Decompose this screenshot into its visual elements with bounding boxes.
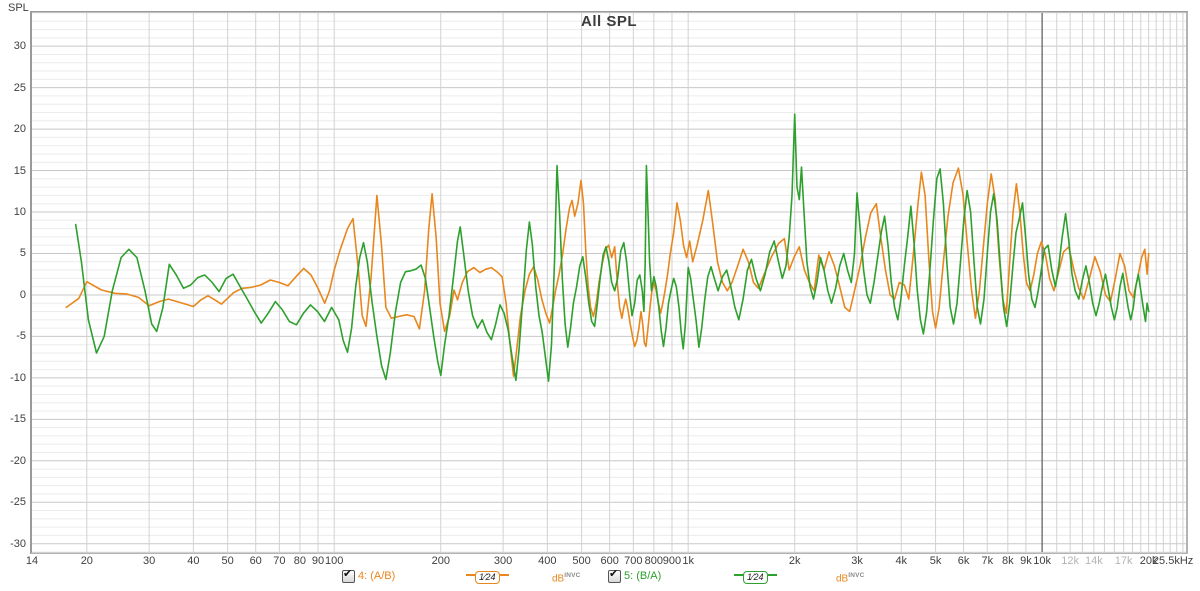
- y-axis-title: SPL: [8, 2, 29, 14]
- y-tick-label: 15: [13, 164, 26, 177]
- x-tick-label: 9k: [1020, 555, 1032, 567]
- x-tick-label: 14k: [1084, 555, 1103, 567]
- x-tick-label: 30: [143, 555, 156, 567]
- chart-title: All SPL: [580, 13, 637, 30]
- trace4-smoothing-control[interactable]: 1⁄24: [466, 571, 509, 584]
- trace5-line-sample: [767, 574, 777, 576]
- x-tick-label: 700: [624, 555, 643, 567]
- y-tick-label: 0: [19, 288, 26, 301]
- x-tick-label: 200: [431, 555, 450, 567]
- x-tick-label: 8k: [1001, 555, 1014, 567]
- legend-bar: ✔ 4: (A/B) 1⁄24 dBINVC ✔ 5: (B/A) 1⁄24 d…: [0, 568, 1200, 590]
- x-tick-label: 40: [187, 555, 200, 567]
- y-tick-label: 30: [13, 40, 26, 53]
- y-tick-label: -20: [10, 454, 26, 467]
- trace-5-ba: [74, 113, 1150, 383]
- x-tick-label: 7k: [981, 555, 994, 567]
- checkbox-check-icon: ✔: [343, 568, 353, 580]
- x-tick-label: 4k: [895, 555, 908, 567]
- x-tick-label: 17k: [1114, 555, 1133, 567]
- trace4-legend-label[interactable]: 4: (A/B): [358, 570, 396, 582]
- trace4-line-sample: [499, 574, 509, 576]
- y-tick-label: 10: [13, 206, 26, 218]
- x-tick-label: 20k: [1139, 555, 1158, 567]
- trace4-smoothing-value: 1⁄24: [475, 571, 500, 584]
- x-tick-label: 70: [273, 555, 286, 567]
- x-tick-label: 2k: [788, 555, 801, 567]
- checkbox-check-icon: ✔: [609, 568, 619, 580]
- y-tick-label: -15: [10, 413, 26, 426]
- x-tick-label: 500: [572, 555, 591, 567]
- x-tick-label: 12k: [1061, 555, 1079, 567]
- x-tick-label: 400: [538, 555, 557, 567]
- y-tick-label: 5: [19, 247, 26, 260]
- trace5-line-sample: [734, 574, 743, 576]
- x-tick-label: 50: [221, 555, 234, 567]
- x-tick-label: 1k: [682, 555, 694, 567]
- x-tick-label: 14: [25, 555, 39, 567]
- x-tick-label: 900: [662, 555, 682, 567]
- trace4-line-sample: [466, 574, 475, 576]
- x-tick-label: 6k: [957, 555, 970, 567]
- x-tick-label: 80: [293, 555, 307, 567]
- x-tick-label: 5k: [929, 555, 942, 567]
- trace4-visibility-checkbox[interactable]: ✔: [342, 568, 355, 583]
- x-tick-label: 90: [311, 555, 325, 567]
- y-tick-label: -30: [10, 537, 26, 550]
- x-tick-label: 25.5kHz: [1152, 555, 1194, 567]
- y-tick-label: 25: [13, 81, 26, 94]
- trace5-smoothing-control[interactable]: 1⁄24: [734, 571, 777, 584]
- trace5-smoothing-value: 1⁄24: [743, 571, 768, 584]
- y-tick-label: 20: [13, 123, 26, 136]
- plot-area: [30, 11, 1188, 554]
- trace5-unit-label: dBINVC: [836, 572, 865, 585]
- x-tick-label: 3k: [851, 555, 863, 567]
- x-tick-label: 10k: [1033, 555, 1051, 567]
- x-tick-label: 60: [249, 555, 262, 567]
- x-tick-label: 800: [644, 555, 664, 567]
- y-tick-label: -5: [16, 330, 26, 343]
- x-tick-label: 20: [80, 555, 93, 567]
- y-tick-label: -25: [10, 496, 26, 509]
- x-tick-label: 300: [493, 555, 513, 567]
- trace4-unit-label: dBINVC: [552, 572, 581, 585]
- x-tick-label: 100: [325, 555, 344, 567]
- x-tick-label: 600: [600, 555, 619, 567]
- y-tick-label: -10: [10, 371, 26, 384]
- trace5-visibility-checkbox[interactable]: ✔: [608, 568, 621, 583]
- trace5-legend-label[interactable]: 5: (B/A): [624, 570, 662, 582]
